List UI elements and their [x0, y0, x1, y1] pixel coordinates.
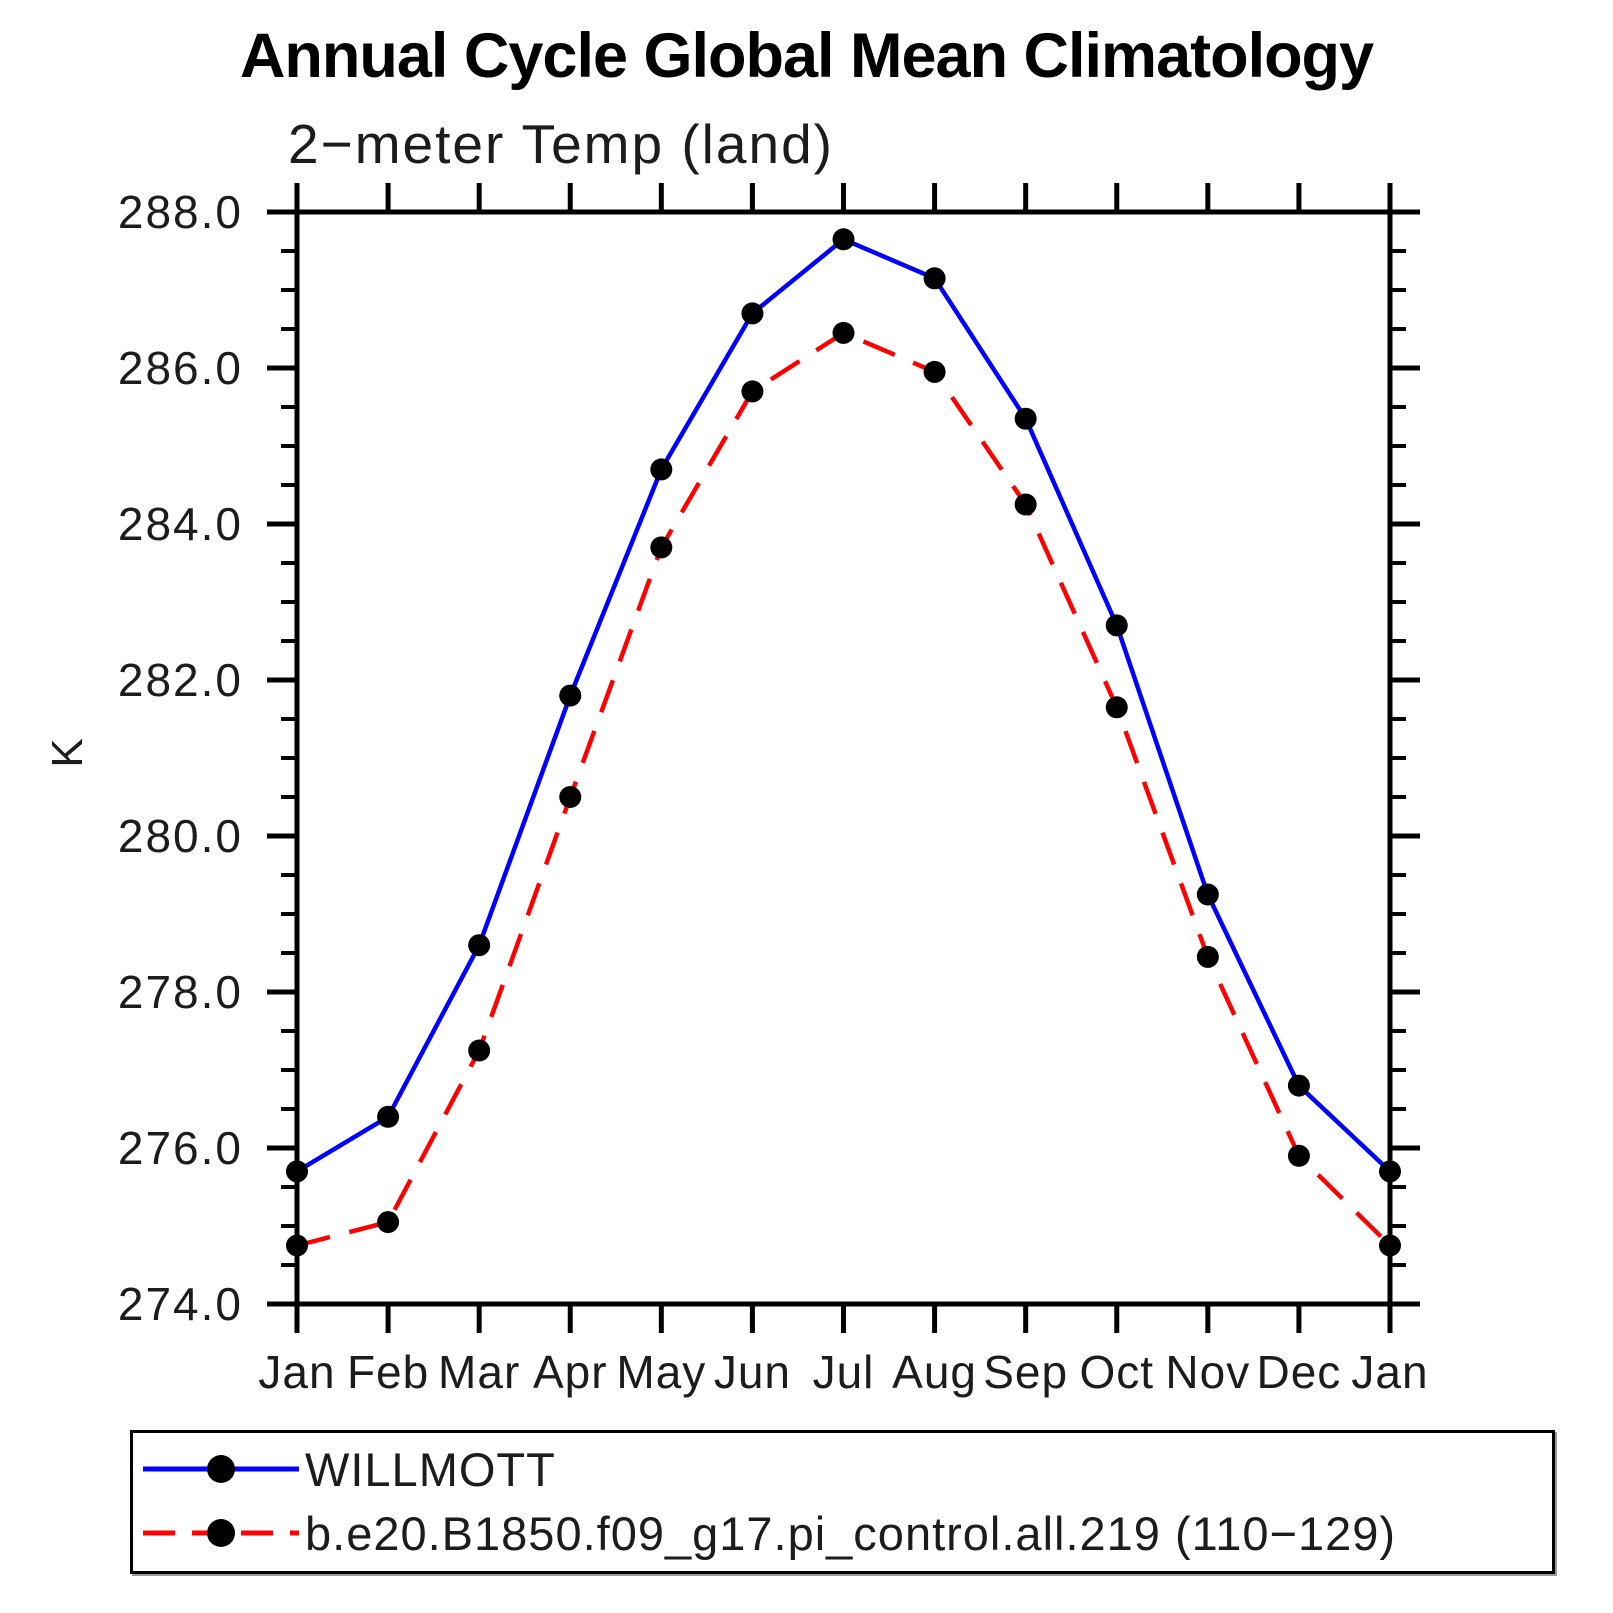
y-tick-label: 278.0 [118, 966, 243, 1018]
series-0-marker [1105, 614, 1128, 637]
series-1-marker [286, 1234, 308, 1257]
series-0-marker [1379, 1160, 1401, 1183]
series-line-0 [295, 236, 1392, 1174]
y-tick-label: 286.0 [118, 342, 243, 394]
x-month-label: Nov [1165, 1346, 1250, 1398]
legend-label-model: b.e20.B1850.f09_g17.pi_control.all.219 (… [305, 1506, 1397, 1560]
series-0-marker [923, 267, 946, 290]
chart-title: Annual Cycle Global Mean Climatology [239, 21, 1374, 91]
series-1-marker [1105, 696, 1128, 719]
x-month-label: Mar [438, 1346, 520, 1398]
series-0-marker [741, 302, 764, 325]
legend-label-willmott: WILLMOTT [305, 1442, 556, 1496]
series-1-marker [832, 321, 855, 344]
x-month-label: May [616, 1346, 706, 1398]
series-1-marker [923, 360, 946, 383]
series-0-marker [559, 684, 582, 707]
y-tick-label: 284.0 [118, 498, 243, 550]
series-1-marker [377, 1211, 400, 1234]
x-month-label: Apr [533, 1346, 608, 1398]
legend-marker-icon [207, 1519, 235, 1547]
series-0-marker [1014, 407, 1037, 430]
series-1-marker [1196, 945, 1219, 968]
series-1-marker [559, 786, 582, 808]
series-0-marker [468, 934, 491, 957]
series-0-marker [1196, 883, 1219, 906]
legend-marker-icon [207, 1455, 235, 1483]
x-month-label: Sep [983, 1346, 1068, 1398]
series-1-marker [741, 380, 764, 403]
x-month-label: Jan [1351, 1346, 1428, 1398]
series-0-marker [650, 458, 673, 481]
x-month-label: Aug [892, 1346, 977, 1398]
y-tick-label: 288.0 [118, 186, 243, 238]
series-0-marker [832, 228, 855, 251]
series-1-marker [468, 1039, 491, 1062]
y-tick-label: 280.0 [118, 810, 243, 862]
x-month-label: Dec [1257, 1346, 1342, 1398]
legend-row-willmott: WILLMOTT [137, 1437, 556, 1501]
series-1-marker [1379, 1234, 1401, 1257]
y-tick-label: 276.0 [118, 1122, 243, 1174]
x-month-label: Jan [258, 1346, 335, 1398]
series-line-1 [296, 330, 1392, 1248]
series-0-marker [1287, 1074, 1310, 1097]
series-0-marker [286, 1160, 308, 1183]
legend: WILLMOTT b.e20.B1850.f09_g17.pi_control.… [130, 1430, 1555, 1574]
x-month-label: Oct [1079, 1346, 1154, 1398]
y-tick-label: 274.0 [118, 1278, 243, 1330]
y-tick-label: 282.0 [118, 654, 243, 706]
chart-subtitle: 2−meter Temp (land) [288, 113, 834, 175]
series-1-marker [1287, 1144, 1310, 1167]
series-1-marker [1014, 493, 1037, 516]
series-1-marker [650, 536, 673, 559]
x-month-label: Feb [347, 1346, 429, 1398]
legend-sample-dashed-line [143, 1519, 299, 1547]
x-month-label: Jun [714, 1346, 791, 1398]
x-month-label: Jul [813, 1346, 875, 1398]
series-0-marker [377, 1105, 400, 1128]
legend-row-model: b.e20.B1850.f09_g17.pi_control.all.219 (… [137, 1501, 1396, 1565]
legend-sample-solid-line [143, 1455, 299, 1483]
plot-frame [294, 209, 1393, 1307]
